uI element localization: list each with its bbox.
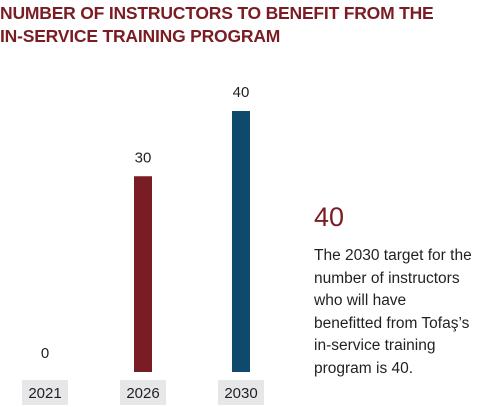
chart-title-line-1: NUMBER OF INSTRUCTORS TO BENEFIT FROM TH… xyxy=(0,3,434,23)
bar-2030 xyxy=(232,111,250,372)
category-label-2030: 2030 xyxy=(224,385,257,402)
category-label-box-2021 xyxy=(22,380,68,405)
highlight-description-line-2: number of instructors xyxy=(314,269,460,287)
chart-title: NUMBER OF INSTRUCTORS TO BENEFIT FROM TH… xyxy=(0,2,440,48)
bar-chart: 0 2021 30 2026 40 2030 xyxy=(22,84,264,405)
highlight-description-line-1: The 2030 target for the xyxy=(314,247,472,264)
category-label-box-2030 xyxy=(218,380,264,405)
category-label-2026: 2026 xyxy=(126,385,159,402)
highlight-value: 40 xyxy=(314,202,345,232)
value-label-2021: 0 xyxy=(41,345,49,362)
bar-2026 xyxy=(134,176,152,372)
highlight-description-line-6: program is 40. xyxy=(314,359,414,377)
highlight-description-line-5: in-service training xyxy=(314,337,436,354)
highlight-description-line-4: benefitted from Tofaş’s xyxy=(314,314,470,332)
value-label-2030: 40 xyxy=(233,84,250,101)
category-label-2021: 2021 xyxy=(28,385,61,402)
highlight-description-line-3: who will have xyxy=(314,292,407,309)
chart-title-line-2: IN-SERVICE TRAINING PROGRAM xyxy=(0,26,281,46)
category-label-box-2026 xyxy=(120,380,166,405)
highlight-description: The 2030 target for the number of instru… xyxy=(314,245,502,380)
value-label-2026: 30 xyxy=(135,149,152,166)
